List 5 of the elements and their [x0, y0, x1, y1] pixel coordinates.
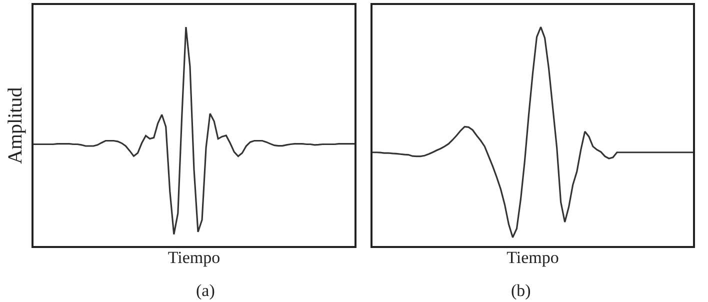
y-axis-title: Amplitud — [4, 87, 26, 164]
text: (b) — [511, 281, 531, 300]
x-axis-title: Tiempo — [168, 248, 220, 268]
text: (a) — [196, 281, 215, 300]
x-axis-title: Tiempo — [506, 248, 559, 268]
